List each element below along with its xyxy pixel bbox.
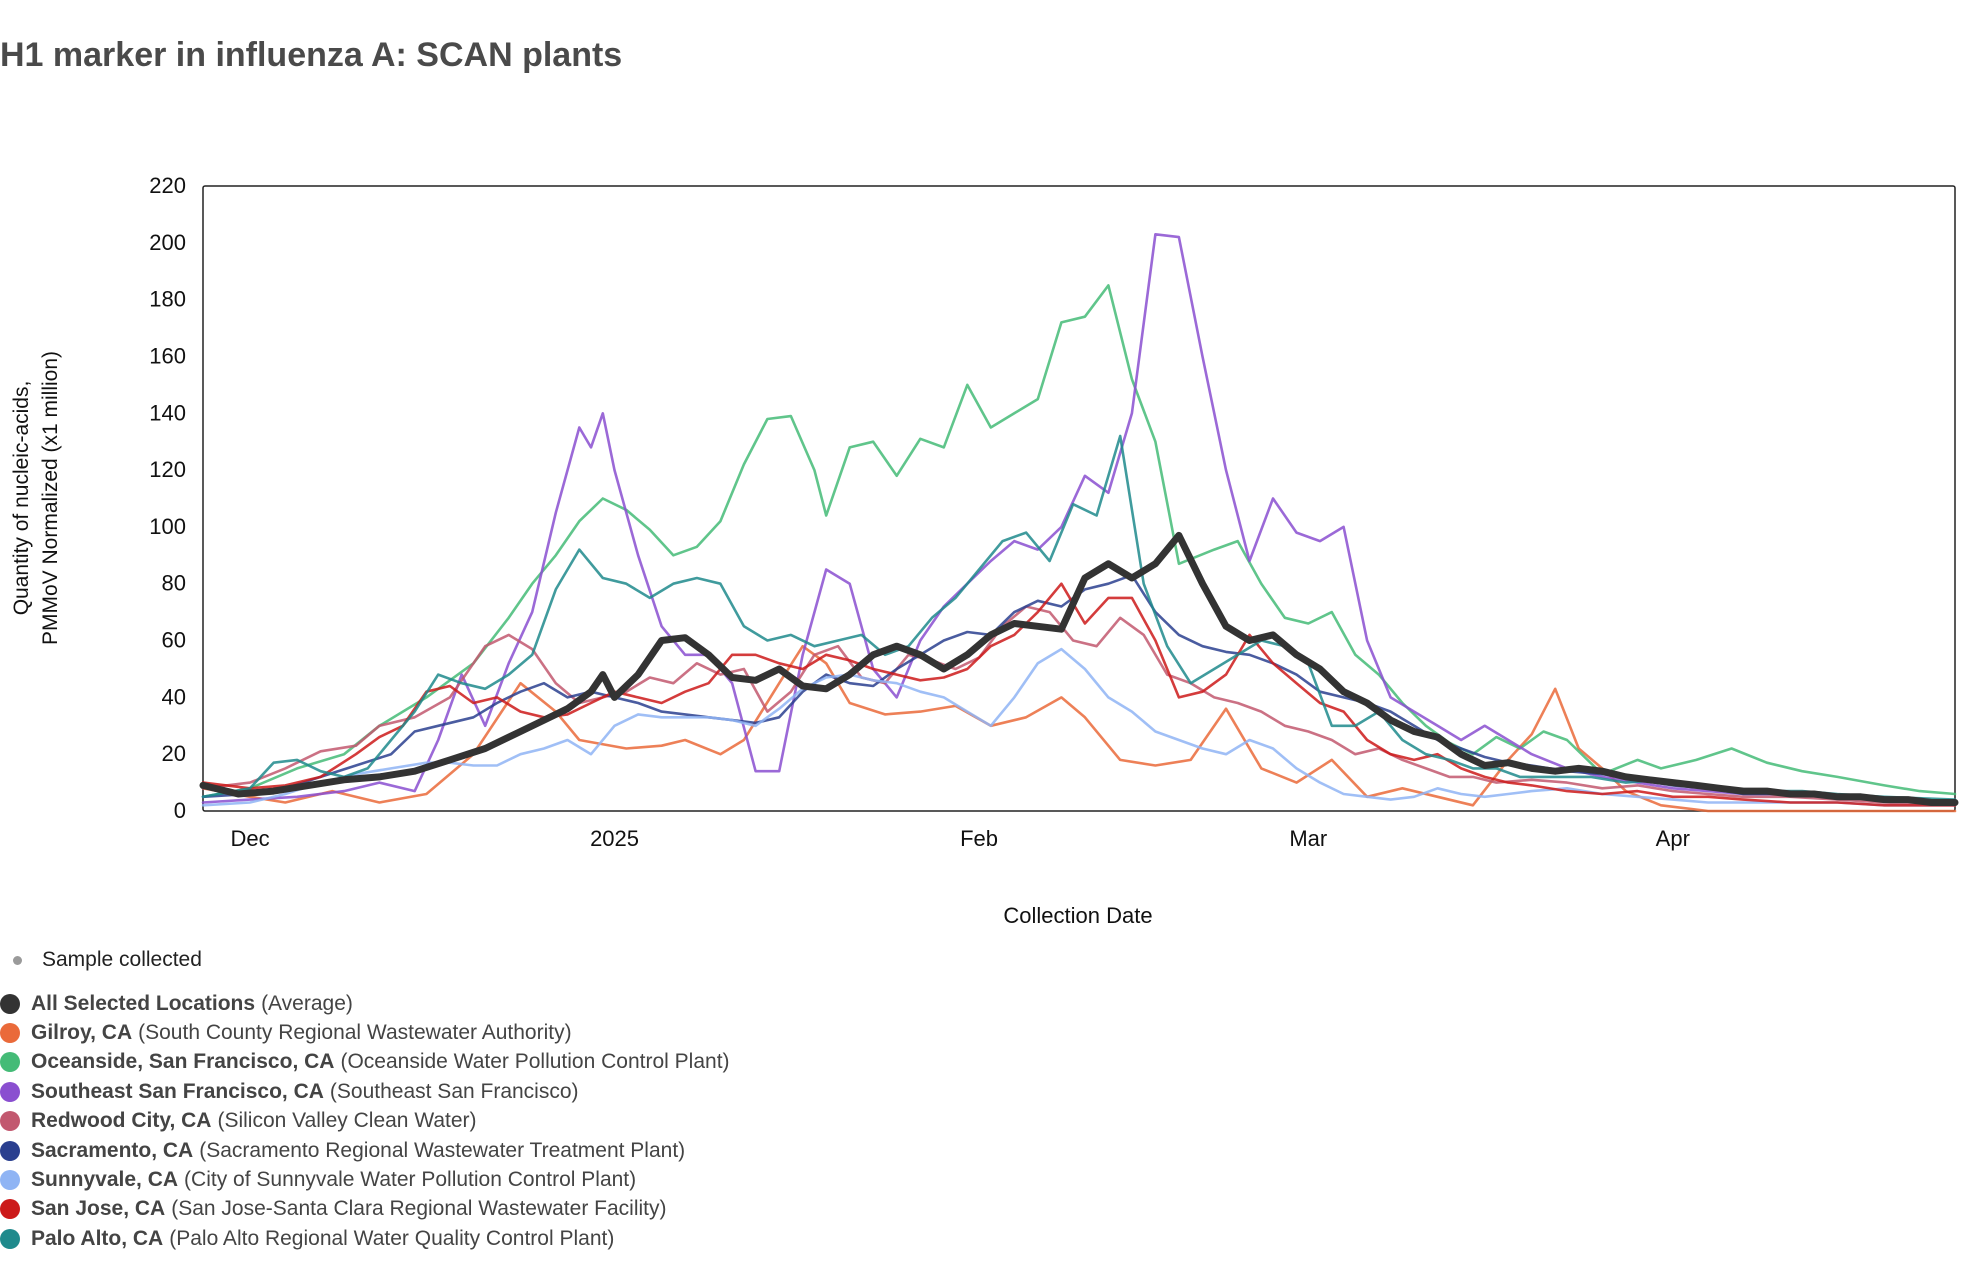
legend-location: Sunnyvale, CA (31, 1168, 179, 1192)
y-axis-label-line2: PMMoV Normalized (x1 million) (39, 351, 62, 645)
legend-detail: (Southeast San Francisco) (329, 1079, 579, 1103)
legend-location: Gilroy, CA (31, 1021, 133, 1045)
legend-location: Southeast San Francisco, CA (31, 1079, 324, 1103)
legend-swatch-icon (0, 1111, 20, 1132)
legend-item[interactable]: All Selected Locations (Average) (0, 989, 730, 1018)
legend-detail: (South County Regional Wastewater Author… (138, 1021, 572, 1045)
y-tick-label: 220 (149, 173, 186, 198)
legend-swatch-icon (0, 1052, 20, 1073)
series-line-oceanside-san-francisco-ca (201, 284, 1957, 799)
legend-swatch-icon (0, 1140, 20, 1161)
legend-item[interactable]: Southeast San Francisco, CA (Southeast Sa… (0, 1077, 730, 1106)
legend-location: Palo Alto, CA (31, 1226, 164, 1250)
legend-swatch-icon (0, 1023, 20, 1044)
sample-dot-icon (13, 955, 22, 965)
series-line-gilroy-ca (201, 644, 1957, 813)
legend-swatch-icon (0, 993, 20, 1014)
sample-label: Sample collected (42, 948, 202, 971)
y-tick-label: 100 (149, 514, 186, 539)
y-tick-label: 140 (149, 400, 186, 425)
y-axis: 0 20 40 60 80 100 120 140 160 180 200 220 (149, 173, 186, 823)
legend-detail: (Silicon Valley Clean Water) (217, 1109, 477, 1133)
series-layer (199, 233, 1959, 813)
x-axis-label: Collection Date (1003, 903, 1152, 928)
series-line-all-selected-locations (199, 531, 1959, 806)
y-tick-label: 200 (149, 230, 186, 255)
legend-detail: (Oceanside Water Pollution Control Plant… (340, 1050, 730, 1074)
series-line-sunnyvale-ca (201, 647, 1957, 807)
legend-item[interactable]: San Jose, CA (San Jose-Santa Clara Region… (0, 1195, 730, 1224)
legend-swatch-icon (0, 1199, 20, 1220)
plot-area (202, 185, 1956, 812)
y-tick-label: 40 (162, 684, 186, 709)
chart-title: H1 marker in influenza A: SCAN plants (0, 36, 623, 74)
series-line-southeast-san-francisco-ca (201, 233, 1957, 804)
legend-location: All Selected Locations (31, 991, 256, 1015)
legend-detail: (Palo Alto Regional Water Quality Contro… (169, 1226, 615, 1250)
x-tick-label: Feb (960, 826, 998, 851)
y-tick-label: 80 (162, 571, 186, 596)
legend-detail: (San Jose-Santa Clara Regional Wastewate… (171, 1197, 667, 1221)
legend-location: San Jose, CA (31, 1197, 166, 1221)
legend-item[interactable]: Redwood City, CA (Silicon Valley Clean Wa… (0, 1107, 730, 1136)
y-tick-label: 120 (149, 457, 186, 482)
x-tick-label: Dec (230, 826, 269, 851)
legend-location: Oceanside, San Francisco, CA (31, 1050, 335, 1074)
y-tick-label: 180 (149, 287, 186, 312)
legend: Sample collected All Selected Locations(… (0, 945, 730, 1254)
y-tick-label: 20 (162, 741, 186, 766)
y-tick-label: 0 (174, 798, 186, 823)
y-axis-label-line1: Quantity of nucleic-acids, (10, 381, 33, 616)
legend-items: All Selected Locations (Average) Gilroy, C… (0, 989, 730, 1254)
legend-item[interactable]: Gilroy, CA (South County Regional Wastewa… (0, 1018, 730, 1047)
legend-sample-collected: Sample collected (0, 945, 730, 975)
legend-detail: (Sacramento Regional Wastewater Treatmen… (199, 1138, 686, 1162)
series-line-palo-alto-ca (201, 434, 1957, 801)
legend-detail: (City of Sunnyvale Water Pollution Contr… (184, 1168, 637, 1192)
x-tick-label: 2025 (590, 826, 639, 851)
legend-location: Redwood City, CA (31, 1109, 212, 1133)
legend-item[interactable]: Oceanside, San Francisco, CA (Oceanside W… (0, 1048, 730, 1077)
series-line-san-jose-ca (201, 582, 1957, 807)
legend-swatch-icon (0, 1170, 20, 1191)
legend-location: Sacramento, CA (31, 1138, 194, 1162)
legend-detail: (Average) (261, 991, 353, 1015)
legend-item[interactable]: Palo Alto, CA (Palo Alto Regional Water Q… (0, 1224, 730, 1253)
legend-item[interactable]: Sacramento, CA (Sacramento Regional Waste… (0, 1136, 730, 1165)
x-axis: Dec 2025 Feb Mar Apr (230, 826, 1689, 851)
x-tick-label: Apr (1656, 826, 1690, 851)
legend-swatch-icon (0, 1228, 20, 1249)
y-tick-label: 160 (149, 343, 186, 368)
legend-item[interactable]: Sunnyvale, CA (City of Sunnyvale Water Po… (0, 1165, 730, 1194)
x-tick-label: Mar (1289, 826, 1327, 851)
chart: 0 20 40 60 80 100 120 140 160 180 200 220 Dec 2025 Fe… (10, 173, 1959, 928)
y-tick-label: 60 (162, 628, 186, 653)
legend-swatch-icon (0, 1081, 20, 1102)
